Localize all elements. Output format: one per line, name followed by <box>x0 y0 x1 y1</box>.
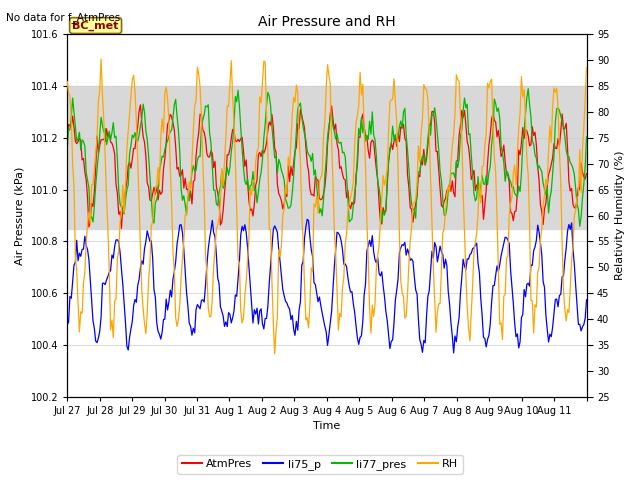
Text: BC_met: BC_met <box>72 21 119 31</box>
Text: No data for f_AtmPres: No data for f_AtmPres <box>6 12 121 23</box>
Title: Air Pressure and RH: Air Pressure and RH <box>258 15 396 29</box>
Legend: AtmPres, li75_p, li77_pres, RH: AtmPres, li75_p, li77_pres, RH <box>177 455 463 474</box>
Y-axis label: Relativity Humidity (%): Relativity Humidity (%) <box>615 151 625 280</box>
Y-axis label: Air Pressure (kPa): Air Pressure (kPa) <box>15 167 25 265</box>
Bar <box>67 86 586 228</box>
X-axis label: Time: Time <box>313 421 340 432</box>
